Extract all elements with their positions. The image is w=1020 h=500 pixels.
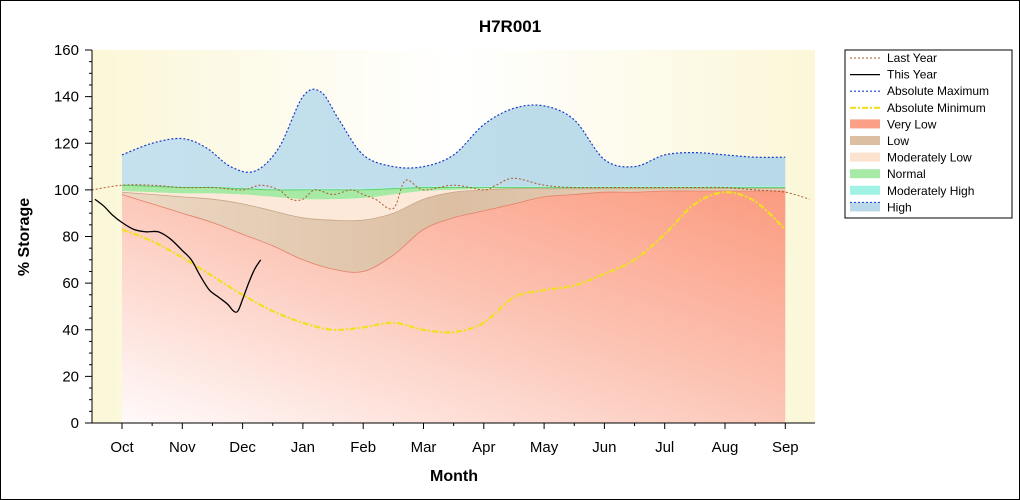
band-low-edge — [121, 188, 786, 222]
chart-title: H7R001 — [479, 17, 541, 36]
legend-swatch-low — [850, 136, 880, 145]
x-tick-label: Mar — [411, 439, 437, 456]
legend-label-moderately-low: Moderately Low — [887, 151, 972, 165]
legend: Last Year This Year Absolute Maximum Absolu… — [844, 49, 1013, 219]
y-tick-label: 140 — [54, 89, 79, 106]
band-very-low — [122, 190, 786, 423]
y-tick-label: 100 — [54, 182, 79, 199]
legend-label-very-low: Very Low — [887, 117, 937, 131]
legend-label-normal: Normal — [887, 167, 926, 181]
band-moderately-high — [122, 184, 786, 190]
x-tick-label: May — [530, 439, 559, 456]
legend-swatch-moderately-low — [850, 152, 880, 162]
y-tick-label: 160 — [54, 42, 79, 59]
band-high — [122, 89, 786, 189]
legend-label-this-year: This Year — [887, 68, 937, 82]
x-tick-label: Oct — [110, 439, 134, 456]
line-layer — [91, 88, 810, 334]
x-tick-label: Dec — [229, 439, 256, 456]
legend-label-absolute-maximum: Absolute Maximum — [887, 84, 989, 98]
y-axis-title: % Storage — [16, 198, 33, 276]
legend-swatch-high — [850, 202, 880, 212]
legend-label-absolute-minimum: Absolute Minimum — [887, 101, 986, 115]
series-line-absolute-maximum — [121, 88, 786, 173]
band-very-low-edge — [121, 190, 786, 273]
y-tick-label: 80 — [62, 229, 79, 246]
x-tick-label: Aug — [712, 439, 739, 456]
band-low — [122, 188, 786, 273]
series-line-last-year — [91, 177, 810, 210]
series-line-this-year — [94, 198, 262, 313]
legend-label-moderately-high: Moderately High — [887, 184, 974, 198]
legend-label-low: Low — [887, 134, 909, 148]
legend-swatch-normal — [850, 169, 880, 179]
band-normal — [122, 185, 786, 200]
band-layer — [121, 89, 786, 423]
y-tick-label: 40 — [62, 322, 79, 339]
x-tick-label: Nov — [169, 439, 196, 456]
band-moderately-low — [122, 188, 786, 221]
y-tick-label: 20 — [62, 368, 79, 385]
x-tick-label: Jul — [655, 439, 674, 456]
x-tick-label: Jun — [592, 439, 616, 456]
series-line-absolute-minimum — [121, 191, 787, 334]
x-tick-label: Sep — [772, 439, 799, 456]
axis-layer: 0 20 40 60 80 100 120 140 160 Oct Nov Dec Jan Feb Mar A… — [54, 42, 815, 456]
x-tick-label: Feb — [350, 439, 376, 456]
legend-label-high: High — [887, 200, 912, 214]
x-axis-title: Month — [430, 468, 478, 485]
legend-swatch-very-low — [850, 119, 880, 129]
legend-swatch-moderately-high — [850, 185, 880, 195]
y-tick-label: 0 — [71, 415, 79, 432]
band-normal-edge — [121, 184, 786, 191]
y-tick-label: 60 — [62, 275, 79, 292]
legend-label-last-year: Last Year — [887, 51, 937, 65]
x-tick-label: Jan — [291, 439, 315, 456]
y-tick-label: 120 — [54, 135, 79, 152]
x-tick-label: Apr — [472, 439, 495, 456]
